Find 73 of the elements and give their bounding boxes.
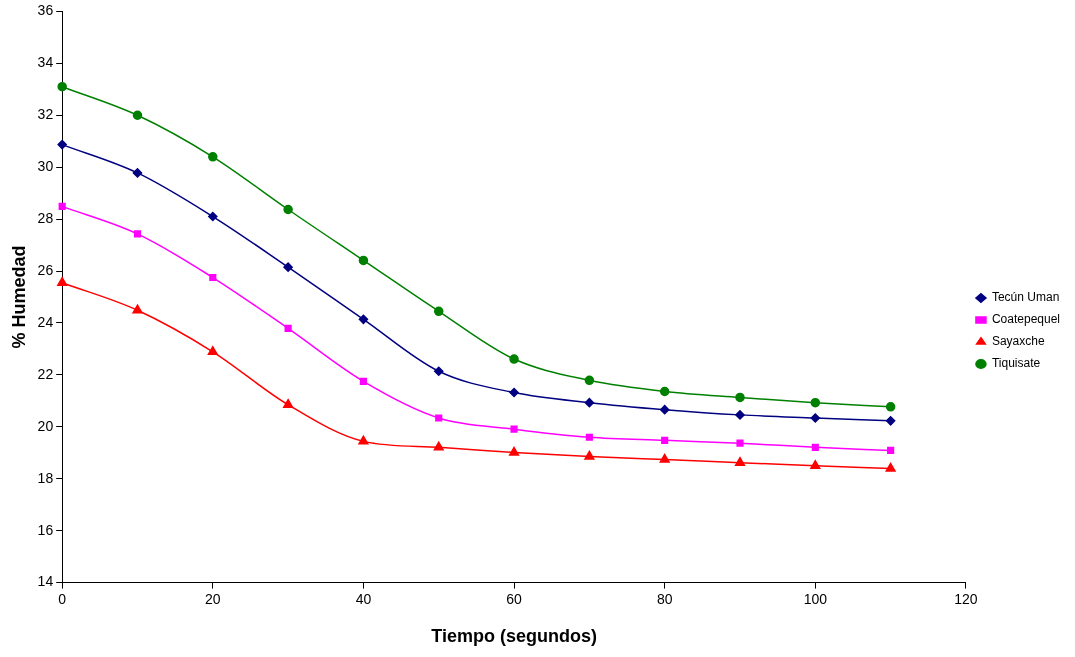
point (433, 306, 444, 317)
point (433, 441, 444, 451)
point (659, 386, 670, 397)
point (57, 81, 67, 92)
y-tick-label: 34 (37, 54, 54, 71)
point (735, 392, 745, 403)
point (132, 110, 143, 121)
point (358, 255, 369, 266)
x-tick-label: 20 (205, 590, 221, 607)
x-tick-label: 40 (355, 590, 372, 607)
point (584, 450, 595, 460)
y-tick-label: 30 (37, 158, 54, 175)
point (358, 435, 369, 445)
legend-label: Tiquisate (991, 356, 1041, 371)
point (433, 366, 444, 377)
point (132, 168, 143, 178)
point (209, 273, 217, 282)
y-tick-label: 22 (37, 365, 54, 382)
legend-label: Tecún Uman (991, 290, 1060, 305)
y-tick-label: 36 (37, 2, 54, 19)
y-tick-label: 26 (37, 261, 54, 278)
point (885, 416, 896, 426)
point (208, 152, 218, 162)
point (661, 436, 669, 444)
point (585, 433, 593, 441)
point (284, 324, 292, 332)
point (734, 456, 746, 466)
point (283, 204, 293, 215)
point (283, 262, 293, 272)
x-tick-label: 100 (803, 590, 828, 607)
y-axis-title: % Humedad (8, 245, 29, 349)
y-tick-label: 24 (37, 313, 54, 330)
point (510, 425, 518, 433)
legend-label: Sayaxche (991, 334, 1045, 349)
point (133, 230, 142, 238)
point (810, 397, 821, 408)
point (358, 314, 369, 325)
point (208, 211, 218, 222)
x-tick-label: 60 (506, 590, 523, 607)
point (58, 202, 66, 210)
point (735, 410, 745, 420)
point (509, 387, 519, 398)
point (810, 460, 821, 470)
y-tick-label: 28 (37, 209, 54, 226)
x-axis-title: Tiempo (segundos) (431, 626, 597, 647)
point (584, 397, 595, 408)
point (584, 375, 595, 386)
y-tick-label: 16 (37, 521, 54, 538)
point (435, 414, 443, 422)
point (207, 346, 218, 356)
point (57, 139, 67, 150)
x-tick-label: 120 (954, 590, 978, 607)
point (659, 404, 670, 415)
x-tick-label: 0 (58, 590, 67, 607)
point (885, 462, 896, 472)
point (57, 276, 68, 286)
y-tick-label: 14 (37, 573, 54, 590)
y-tick-label: 32 (37, 106, 54, 123)
point (885, 402, 896, 412)
legend-label: Coatepequel (991, 312, 1061, 327)
point (811, 443, 819, 451)
point (887, 446, 895, 455)
point (659, 453, 670, 463)
point (359, 377, 368, 385)
point (810, 413, 821, 423)
x-tick-label: 80 (656, 590, 673, 607)
point (509, 354, 519, 364)
y-tick-label: 20 (37, 417, 54, 434)
point (132, 304, 143, 314)
point (508, 446, 520, 456)
point (283, 399, 294, 408)
point (736, 439, 744, 447)
y-tick-label: 18 (37, 469, 54, 486)
